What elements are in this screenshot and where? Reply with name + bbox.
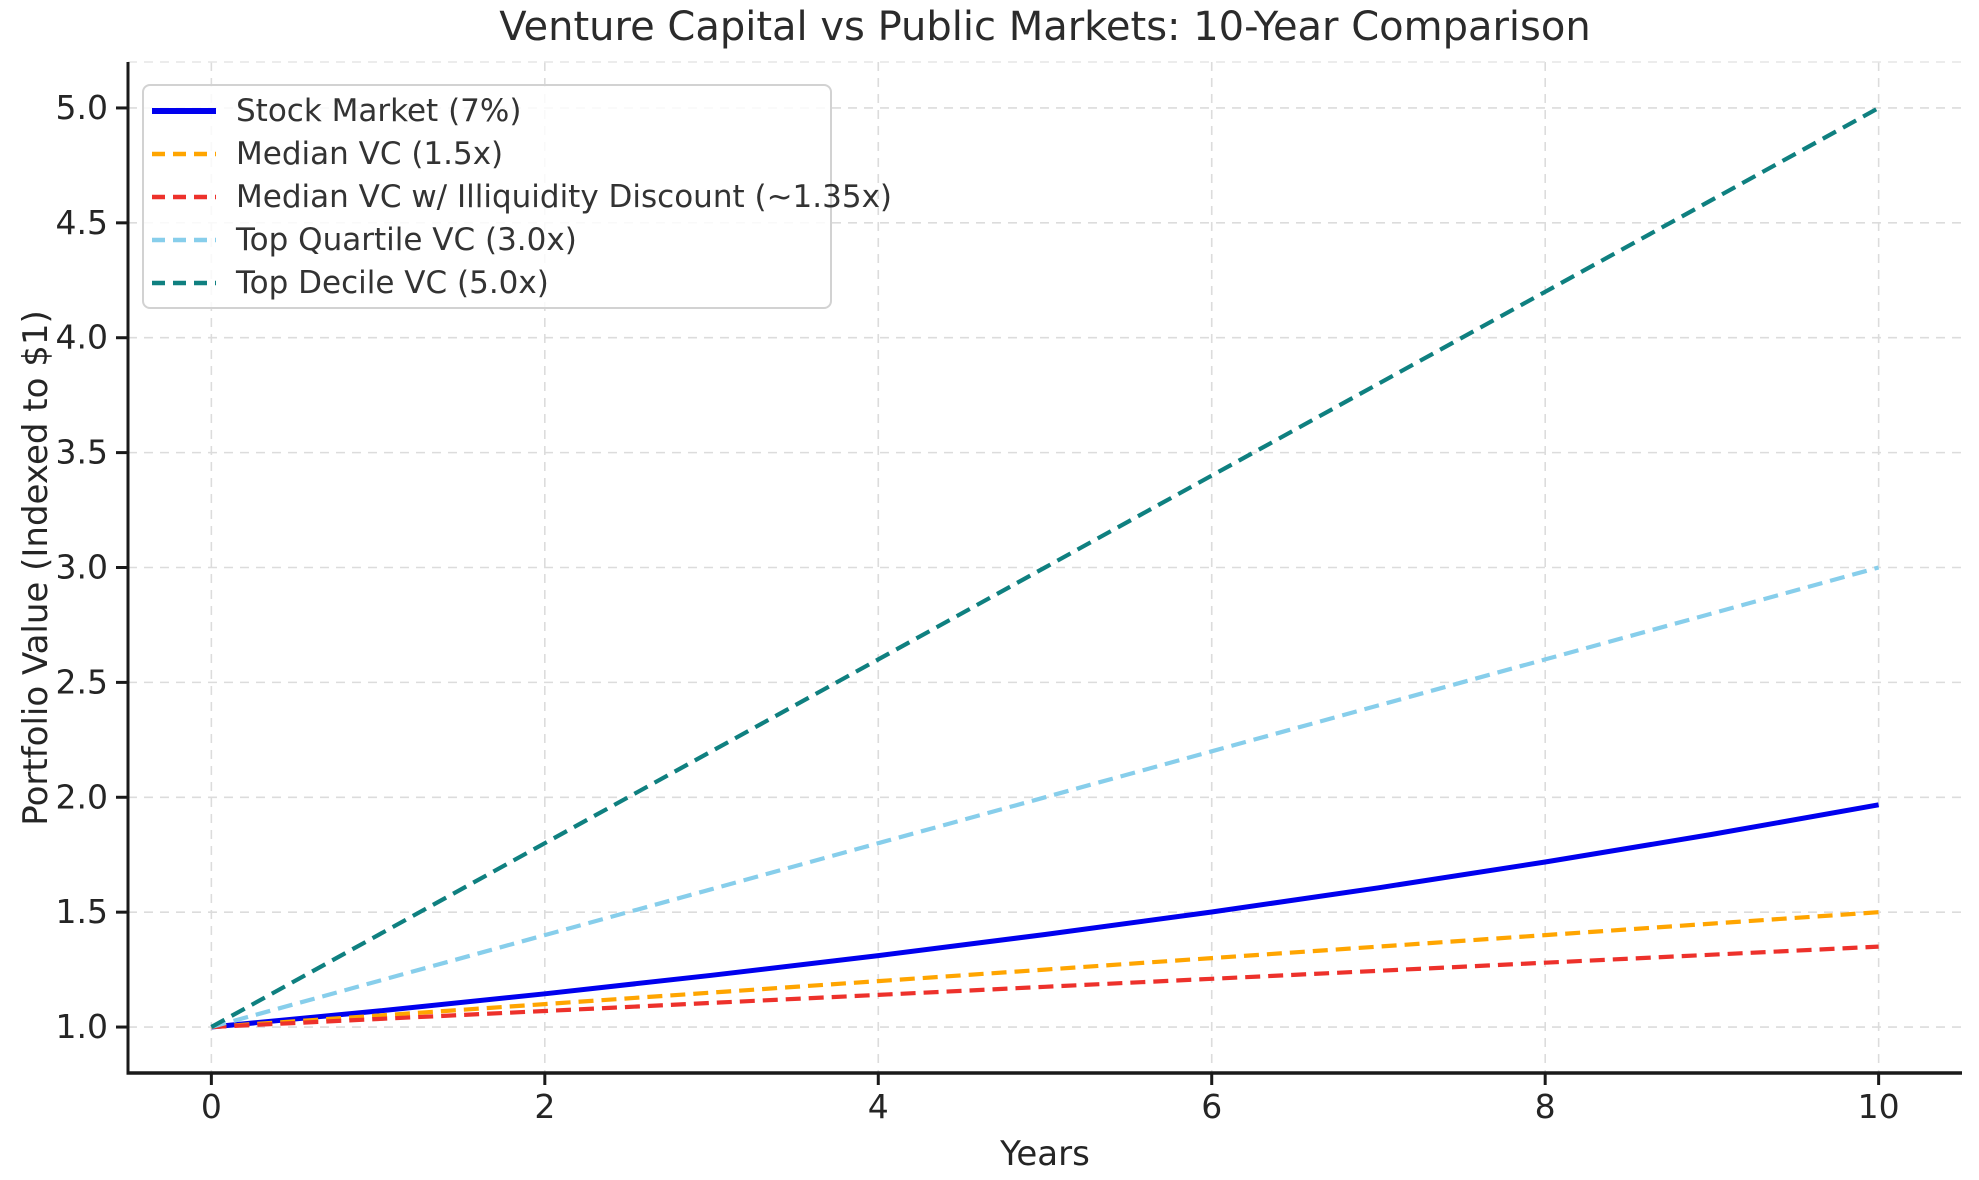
legend: Stock Market (7%) Median VC (1.5x) Median … — [142, 84, 892, 309]
y-tick-label: 3.0 — [56, 548, 108, 587]
legend-line-sample — [152, 237, 216, 242]
legend-line-sample — [152, 151, 216, 156]
legend-line-sample — [152, 280, 216, 285]
legend-entry: Median VC w/ Illiquidity Discount (~1.35… — [144, 175, 892, 218]
legend-line-sample — [152, 194, 216, 199]
y-tick-label: 1.5 — [56, 892, 108, 931]
y-tick-label: 3.5 — [56, 433, 108, 472]
legend-label: Median VC (1.5x) — [236, 135, 504, 172]
y-tick-label: 2.5 — [56, 662, 108, 701]
legend-label: Stock Market (7%) — [236, 92, 522, 129]
legend-entry: Stock Market (7%) — [144, 89, 830, 132]
x-tick-label: 4 — [868, 1087, 889, 1126]
legend-label: Top Quartile VC (3.0x) — [236, 221, 577, 258]
legend-label: Top Decile VC (5.0x) — [236, 264, 549, 301]
series-line-2 — [211, 944, 1879, 1030]
y-tick-label: 5.0 — [56, 88, 108, 127]
series-line-1 — [211, 910, 1879, 1030]
series-line-4 — [210, 106, 1880, 1029]
legend-entry: Median VC (1.5x) — [144, 132, 830, 175]
legend-label: Median VC w/ Illiquidity Discount (~1.35… — [236, 178, 893, 215]
y-tick-label: 2.0 — [56, 777, 108, 816]
y-tick-label: 4.5 — [56, 203, 108, 242]
legend-entry: Top Quartile VC (3.0x) — [144, 218, 830, 261]
legend-entry: Top Decile VC (5.0x) — [144, 261, 830, 304]
series-line-0 — [211, 802, 1880, 1030]
y-tick-label: 1.0 — [56, 1007, 108, 1046]
legend-line-sample — [152, 107, 216, 114]
x-tick-label: 2 — [534, 1087, 555, 1126]
y-axis-label: Portfolio Value (Indexed to $1) — [16, 310, 56, 826]
x-tick-label: 10 — [1858, 1087, 1900, 1126]
chart-title: Venture Capital vs Public Markets: 10-Ye… — [499, 4, 1591, 50]
x-tick-label: 6 — [1201, 1087, 1222, 1126]
x-axis-label: Years — [1000, 1134, 1090, 1174]
x-tick-label: 8 — [1535, 1087, 1556, 1126]
series-line-3 — [210, 565, 1880, 1030]
y-tick-label: 4.0 — [56, 318, 108, 357]
x-tick-label: 0 — [201, 1087, 222, 1126]
